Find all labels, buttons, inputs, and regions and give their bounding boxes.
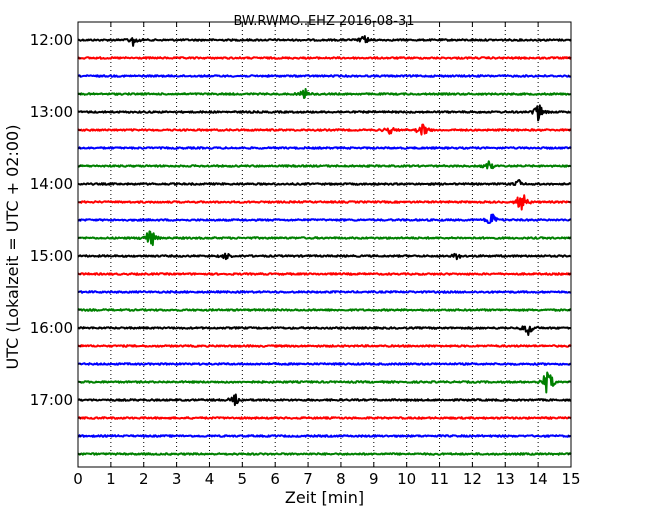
- trace-line: [77, 393, 572, 407]
- x-tick-label: 4: [205, 470, 215, 488]
- x-tick-label: 10: [397, 470, 416, 488]
- trace-line: [77, 194, 572, 211]
- trace-line: [77, 213, 572, 224]
- trace-line: [77, 146, 572, 150]
- x-tick-label: 6: [270, 470, 280, 488]
- trace-line: [77, 123, 572, 136]
- y-tick-label: 12:00: [30, 31, 73, 49]
- x-tick-label: 9: [369, 470, 379, 488]
- trace-line: [77, 452, 572, 456]
- x-tick-label: 0: [73, 470, 83, 488]
- y-tick-label: 17:00: [30, 391, 73, 409]
- x-tick-label: 1: [106, 470, 116, 488]
- y-tick-label: 15:00: [30, 247, 73, 265]
- trace-line: [77, 272, 572, 276]
- trace-line: [77, 230, 572, 247]
- x-tick-label: 11: [430, 470, 449, 488]
- trace-line: [77, 344, 572, 348]
- trace-line: [77, 434, 572, 438]
- plot-frame: [77, 21, 572, 468]
- x-tick-label: 2: [139, 470, 149, 488]
- trace-line: [77, 252, 572, 261]
- axis-ticks: 0 1 2 3 4 5 6 7 8 9 10 11 12 13 14 1512:0013:0014:0015:…: [30, 22, 581, 488]
- x-axis-label: Zeit [min]: [285, 488, 364, 507]
- y-tick-label: 13:00: [30, 103, 73, 121]
- trace-line: [77, 74, 572, 78]
- trace-line: [77, 371, 572, 394]
- trace-line: [77, 325, 572, 336]
- x-tick-label: 15: [561, 470, 580, 488]
- trace-line: [77, 160, 572, 170]
- x-tick-label: 7: [303, 470, 313, 488]
- trace-line: [77, 308, 572, 312]
- x-tick-label: 3: [172, 470, 182, 488]
- y-tick-label: 14:00: [30, 175, 73, 193]
- y-axis-label: UTC (Lokalzeit = UTC + 02:00): [3, 125, 22, 370]
- seismic-traces: [77, 35, 572, 456]
- trace-line: [77, 35, 572, 47]
- trace-line: [77, 179, 572, 186]
- x-tick-label: 12: [463, 470, 482, 488]
- y-tick-label: 16:00: [30, 319, 73, 337]
- trace-line: [77, 416, 572, 420]
- trace-line: [77, 290, 572, 294]
- trace-line: [77, 362, 572, 366]
- x-tick-label: 5: [238, 470, 248, 488]
- x-tick-label: 13: [496, 470, 515, 488]
- trace-line: [77, 104, 572, 122]
- trace-line: [77, 88, 572, 99]
- trace-line: [77, 56, 572, 60]
- x-tick-label: 8: [336, 470, 346, 488]
- x-tick-label: 14: [529, 470, 548, 488]
